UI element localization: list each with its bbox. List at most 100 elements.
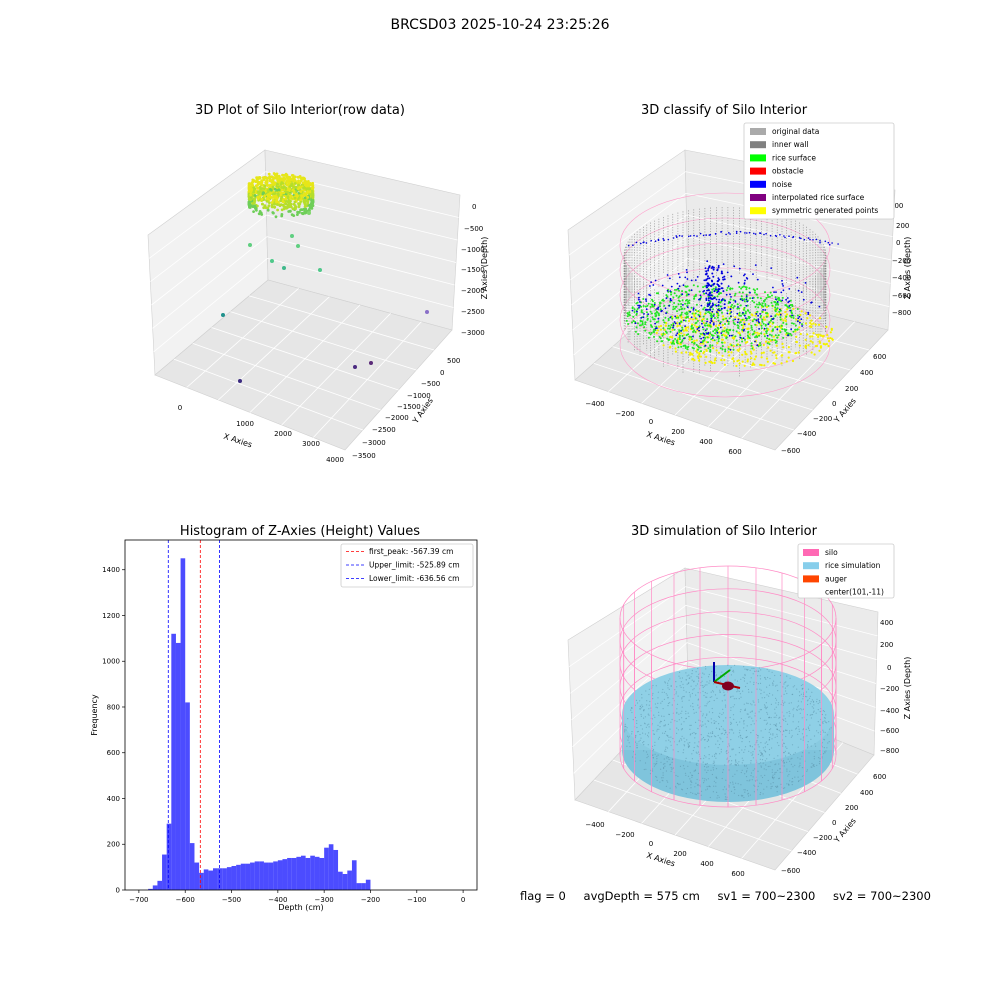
hist-bar	[222, 868, 227, 890]
hist-bar	[324, 847, 329, 890]
hist-bar	[185, 702, 190, 890]
hist-xtick: −100	[407, 896, 426, 904]
hist-bar	[208, 870, 213, 890]
hist-bar	[365, 879, 371, 890]
legend-label: interpolated rice surface	[772, 193, 865, 202]
hist-xtick: −200	[361, 896, 380, 904]
plot2-ytick: 0	[832, 400, 836, 408]
hist-ylabel: Frequency	[90, 694, 99, 736]
legend-label: symmetric generated points	[772, 206, 878, 215]
legend-label: noise	[772, 180, 792, 189]
plot1-ztick: −2000	[461, 287, 485, 295]
hist-ytick: 1000	[102, 658, 120, 666]
hist-bar	[199, 872, 204, 890]
plot1-ytick: −3000	[362, 439, 386, 447]
plot2-ytick: −600	[781, 447, 800, 455]
legend-swatch	[750, 194, 766, 201]
plot1-xtick: 0	[178, 404, 182, 412]
hist-bar	[361, 883, 366, 890]
plot1-ztick: −3000	[461, 329, 485, 337]
hist-bar	[287, 857, 292, 890]
hist-bar	[157, 880, 163, 890]
plot1-ytick: −1500	[397, 403, 421, 411]
plot2-xtick: −400	[585, 400, 604, 408]
plot2-xtick: −200	[615, 410, 634, 418]
plot1-outlier-points	[221, 211, 429, 383]
plot4-auger	[713, 662, 741, 691]
hist-bar	[180, 558, 186, 890]
hist-bar	[351, 860, 357, 890]
legend-swatch	[750, 180, 766, 188]
plot2-xtick: 200	[671, 428, 684, 436]
hist-ytick: 600	[107, 749, 120, 757]
plot2-xtick: 0	[649, 418, 653, 426]
hist-bar	[250, 862, 255, 890]
legend-label: rice simulation	[825, 561, 881, 570]
plot1-ytick: −2000	[385, 414, 409, 422]
plot4-ztick: −600	[880, 727, 899, 735]
hist-bar	[296, 856, 301, 890]
sv1-text: sv1 = 700~2300	[717, 889, 816, 903]
hist-bar	[231, 865, 237, 890]
legend-swatch	[750, 141, 766, 149]
hist-bar	[356, 883, 362, 890]
legend-label: rice surface	[772, 153, 816, 162]
hist-bar	[194, 862, 200, 890]
legend-swatch	[750, 207, 766, 215]
hist-bar	[338, 871, 343, 890]
plot1-ytick: −3500	[352, 452, 376, 460]
hist-bar	[203, 869, 209, 890]
plot1-ytick: −500	[421, 380, 440, 388]
plot1-ztick: −500	[464, 225, 483, 233]
plot2-ytick: −400	[797, 430, 816, 438]
hist-bar	[268, 862, 274, 890]
plot4-ztick: −200	[880, 685, 899, 693]
hist-ytick: 200	[107, 841, 120, 849]
avg-depth-text: avgDepth = 575 cm	[583, 889, 700, 903]
plot1-ytick: 0	[440, 369, 444, 377]
hist-bar	[213, 868, 218, 890]
plot4-ztick: −400	[880, 707, 899, 715]
figure-title: BRCSD03 2025-10-24 23:25:26	[390, 17, 610, 33]
hist-xtick: 0	[461, 896, 465, 904]
hist-bar	[282, 859, 288, 890]
plot2-xtick: 600	[728, 448, 741, 456]
legend-swatch	[750, 167, 766, 175]
hist-bar	[166, 823, 172, 890]
plot1-ztick: −1500	[461, 266, 485, 274]
hist-bar	[152, 885, 158, 890]
hist-bar	[347, 870, 352, 890]
histogram-chart: −700 −600 −500 −400 −300 −200 −100 0 0 200 400 600…	[90, 539, 478, 912]
hist-bar	[263, 862, 269, 890]
plot1-point-cloud	[247, 172, 315, 219]
hist-bar	[226, 867, 232, 890]
hist-bar	[328, 844, 334, 890]
plot4-xtick: 600	[731, 870, 744, 878]
hist-legend-label: Upper_limit: -525.89 cm	[369, 561, 460, 570]
plot4-xtick: −400	[585, 821, 604, 829]
hist-bar	[273, 861, 278, 890]
plot1-title: 3D Plot of Silo Interior(row data)	[195, 103, 405, 118]
hist-xtick: −600	[176, 896, 195, 904]
plot4-ztick: 0	[887, 664, 891, 672]
plot1-grid	[148, 171, 459, 438]
hist-bar	[333, 849, 339, 890]
hist-xtick: −700	[129, 896, 148, 904]
plot1-xtick: 4000	[326, 456, 344, 464]
plot4-ytick: 0	[832, 819, 836, 827]
plot4-silo-wireframe	[619, 565, 837, 808]
hist-yticks: 0 200 400 600 800 1000 1200 1400	[102, 566, 125, 895]
plot1-raw-3d: 0 1000 2000 3000 4000 500 0 −500 −1000 −…	[147, 149, 489, 464]
hist-bar	[254, 861, 260, 890]
hist-title: Histogram of Z-Axies (Height) Values	[179, 524, 421, 539]
hist-bar	[175, 642, 181, 890]
hist-vlines	[167, 540, 220, 890]
legend-label: inner wall	[772, 140, 809, 149]
legend-swatch	[803, 549, 819, 556]
plot4-legend: silo rice simulation auger center(101,-11)	[797, 543, 895, 599]
legend-label: obstacle	[772, 167, 804, 176]
plot2-classify-3d: −400 −200 0 200 400 600 600 400 200 0 −2…	[567, 122, 912, 456]
hist-bar	[236, 864, 241, 890]
legend-label: silo	[825, 548, 838, 557]
plot4-ztick: 400	[880, 619, 893, 627]
